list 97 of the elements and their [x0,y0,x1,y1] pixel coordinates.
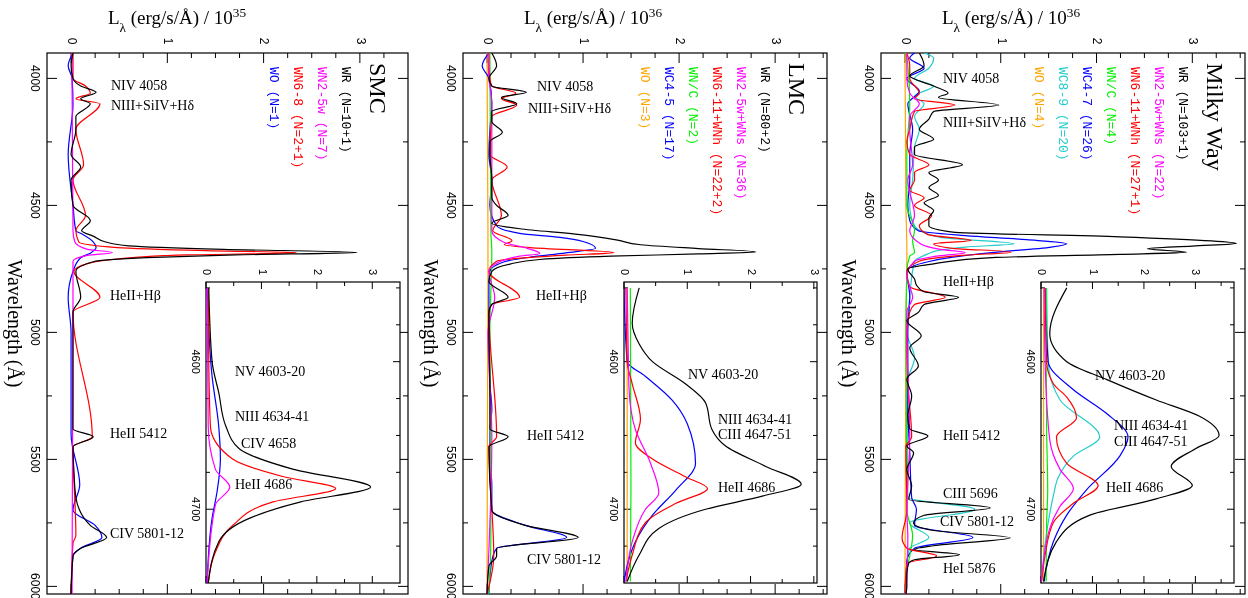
y-tick-label: 4600 [1025,349,1038,374]
annotation: HeII 4686 [1106,480,1164,496]
y-tick-label: 5000 [27,319,42,347]
y-tick-label: 5500 [443,446,458,474]
text: WN6-11+WNh (N=22+2) [708,67,724,216]
y-tick-label: 5000 [861,319,876,347]
x-tick-label: 1 [1087,268,1100,276]
y-tick-label: 4700 [1025,496,1038,522]
text: WN/C (N=4) [1102,67,1118,146]
x-tick-label: 3 [768,37,783,45]
annotation: CIII 4647-51 [718,427,792,443]
text: WO (N=1) [265,67,281,130]
annotation: NIV 4058 [111,78,168,94]
annotation: HeII 5412 [527,428,585,444]
annotation: CIV 5801-12 [110,526,185,542]
x-tick-label: 1 [256,268,269,276]
text: Milky Way [1202,63,1229,171]
text: WO (N=3) [636,67,652,130]
x-tick-label: 2 [1090,37,1105,45]
text: WC4-7 (N=26) [1078,67,1094,161]
x-tick-label: 1 [576,37,591,45]
y-tick-label: 4000 [443,65,458,93]
x-tick-label: 2 [672,37,687,45]
text: WN2-5w+WNs (N=22) [1150,67,1166,200]
x-tick-label: 0 [1036,268,1049,276]
annotation: HeII 4686 [235,477,293,493]
line-series [206,287,231,583]
x-tick-label: 3 [808,268,821,276]
x-tick-label: 0 [480,37,495,45]
x-axis-title: L$_{λ}$ (erg/s/Å) / 10$^{36}$ [941,4,1081,35]
y-tick-label: 4700 [608,496,621,522]
text: WN2-5w (N=7) [313,67,329,161]
annotation: NIII 4634-41 [235,409,310,425]
y-tick-label: 4000 [27,65,42,93]
y-tick-label: 4600 [608,349,621,374]
x-tick-label: 3 [353,37,368,45]
annotation: NIII+SiIV+Hδ [111,98,195,114]
x-axis-title: L$_{λ}$ (erg/s/Å) / 10$^{36}$ [523,4,663,35]
annotation: CIV 5801-12 [527,552,602,568]
annotation: HeI 5876 [943,561,996,577]
text: WC4-5 (N=17) [660,67,676,161]
x-tick-label: 0 [201,268,214,276]
y-tick-label: 4600 [190,349,203,374]
y-tick-label: 5000 [443,319,458,347]
y-axis-title: Wavelength (Å) [837,259,861,388]
annotation: HeII 5412 [110,426,168,442]
x-tick-label: 2 [257,37,272,45]
x-tick-label: 3 [1186,37,1201,45]
annotation: NIV 4058 [537,79,594,95]
annotation: NIII+SiIV+Hδ [528,101,612,117]
annotation: NIV 4058 [943,71,1000,87]
annotation: NIII 4634-41 [718,412,793,428]
y-tick-label: 4500 [861,192,876,220]
line-series [1041,287,1075,583]
x-tick-label: 1 [994,37,1009,45]
annotation: HeII 4686 [718,480,776,496]
x-tick-label: 0 [64,37,79,45]
text: WR (N=10+1) [337,67,353,153]
y-tick-label: 4500 [27,192,42,220]
x-tick-label: 2 [311,268,324,276]
x-tick-label: 0 [898,37,913,45]
x-tick-label: 1 [161,37,176,45]
annotation: NV 4603-20 [688,367,759,383]
annotation: CIV 5801-12 [940,514,1015,530]
annotation: HeII+Hβ [536,288,587,304]
text: WR (N=103+1) [1174,67,1190,161]
annotation: NIII+SiIV+Hδ [943,115,1027,131]
text: LMC [784,63,811,116]
x-axis-title: L$_{λ}$ (erg/s/Å) / 10$^{35}$ [107,4,247,35]
y-tick-label: 5500 [861,446,876,474]
x-tick-label: 2 [1139,268,1152,276]
annotation: CIII 5696 [943,486,998,502]
x-tick-label: 0 [619,268,632,276]
x-tick-label: 1 [682,268,695,276]
text: WN2-5w+WNs (N=36) [732,67,748,200]
text: WN6-11+WNh (N=27+1) [1126,67,1142,216]
annotation: CIV 4658 [241,436,297,452]
text: WO (N=4) [1030,67,1046,130]
annotation: NV 4603-20 [235,364,306,380]
x-tick-label: 3 [367,268,380,276]
y-tick-label: 4500 [443,192,458,220]
y-tick-label: 4700 [190,496,203,522]
text: WR (N=80+2) [756,67,772,153]
annotation: HeII+Hβ [943,274,994,290]
x-tick-label: 2 [745,268,758,276]
y-tick-label: 4000 [861,65,876,93]
y-axis-title: Wavelength (Å) [419,259,443,388]
annotation: HeII 5412 [943,428,1001,444]
line-series [625,287,660,583]
x-tick-label: 3 [1190,268,1203,276]
annotation: HeII+Hβ [110,288,161,304]
text: WC8-9 (N=20) [1054,67,1070,161]
text: WN6-8 (N=2+1) [289,67,305,169]
text: WN/C (N=2) [684,67,700,146]
y-tick-label: 5500 [27,446,42,474]
y-axis-title: Wavelength (Å) [3,259,27,388]
text: SMC [365,63,392,114]
